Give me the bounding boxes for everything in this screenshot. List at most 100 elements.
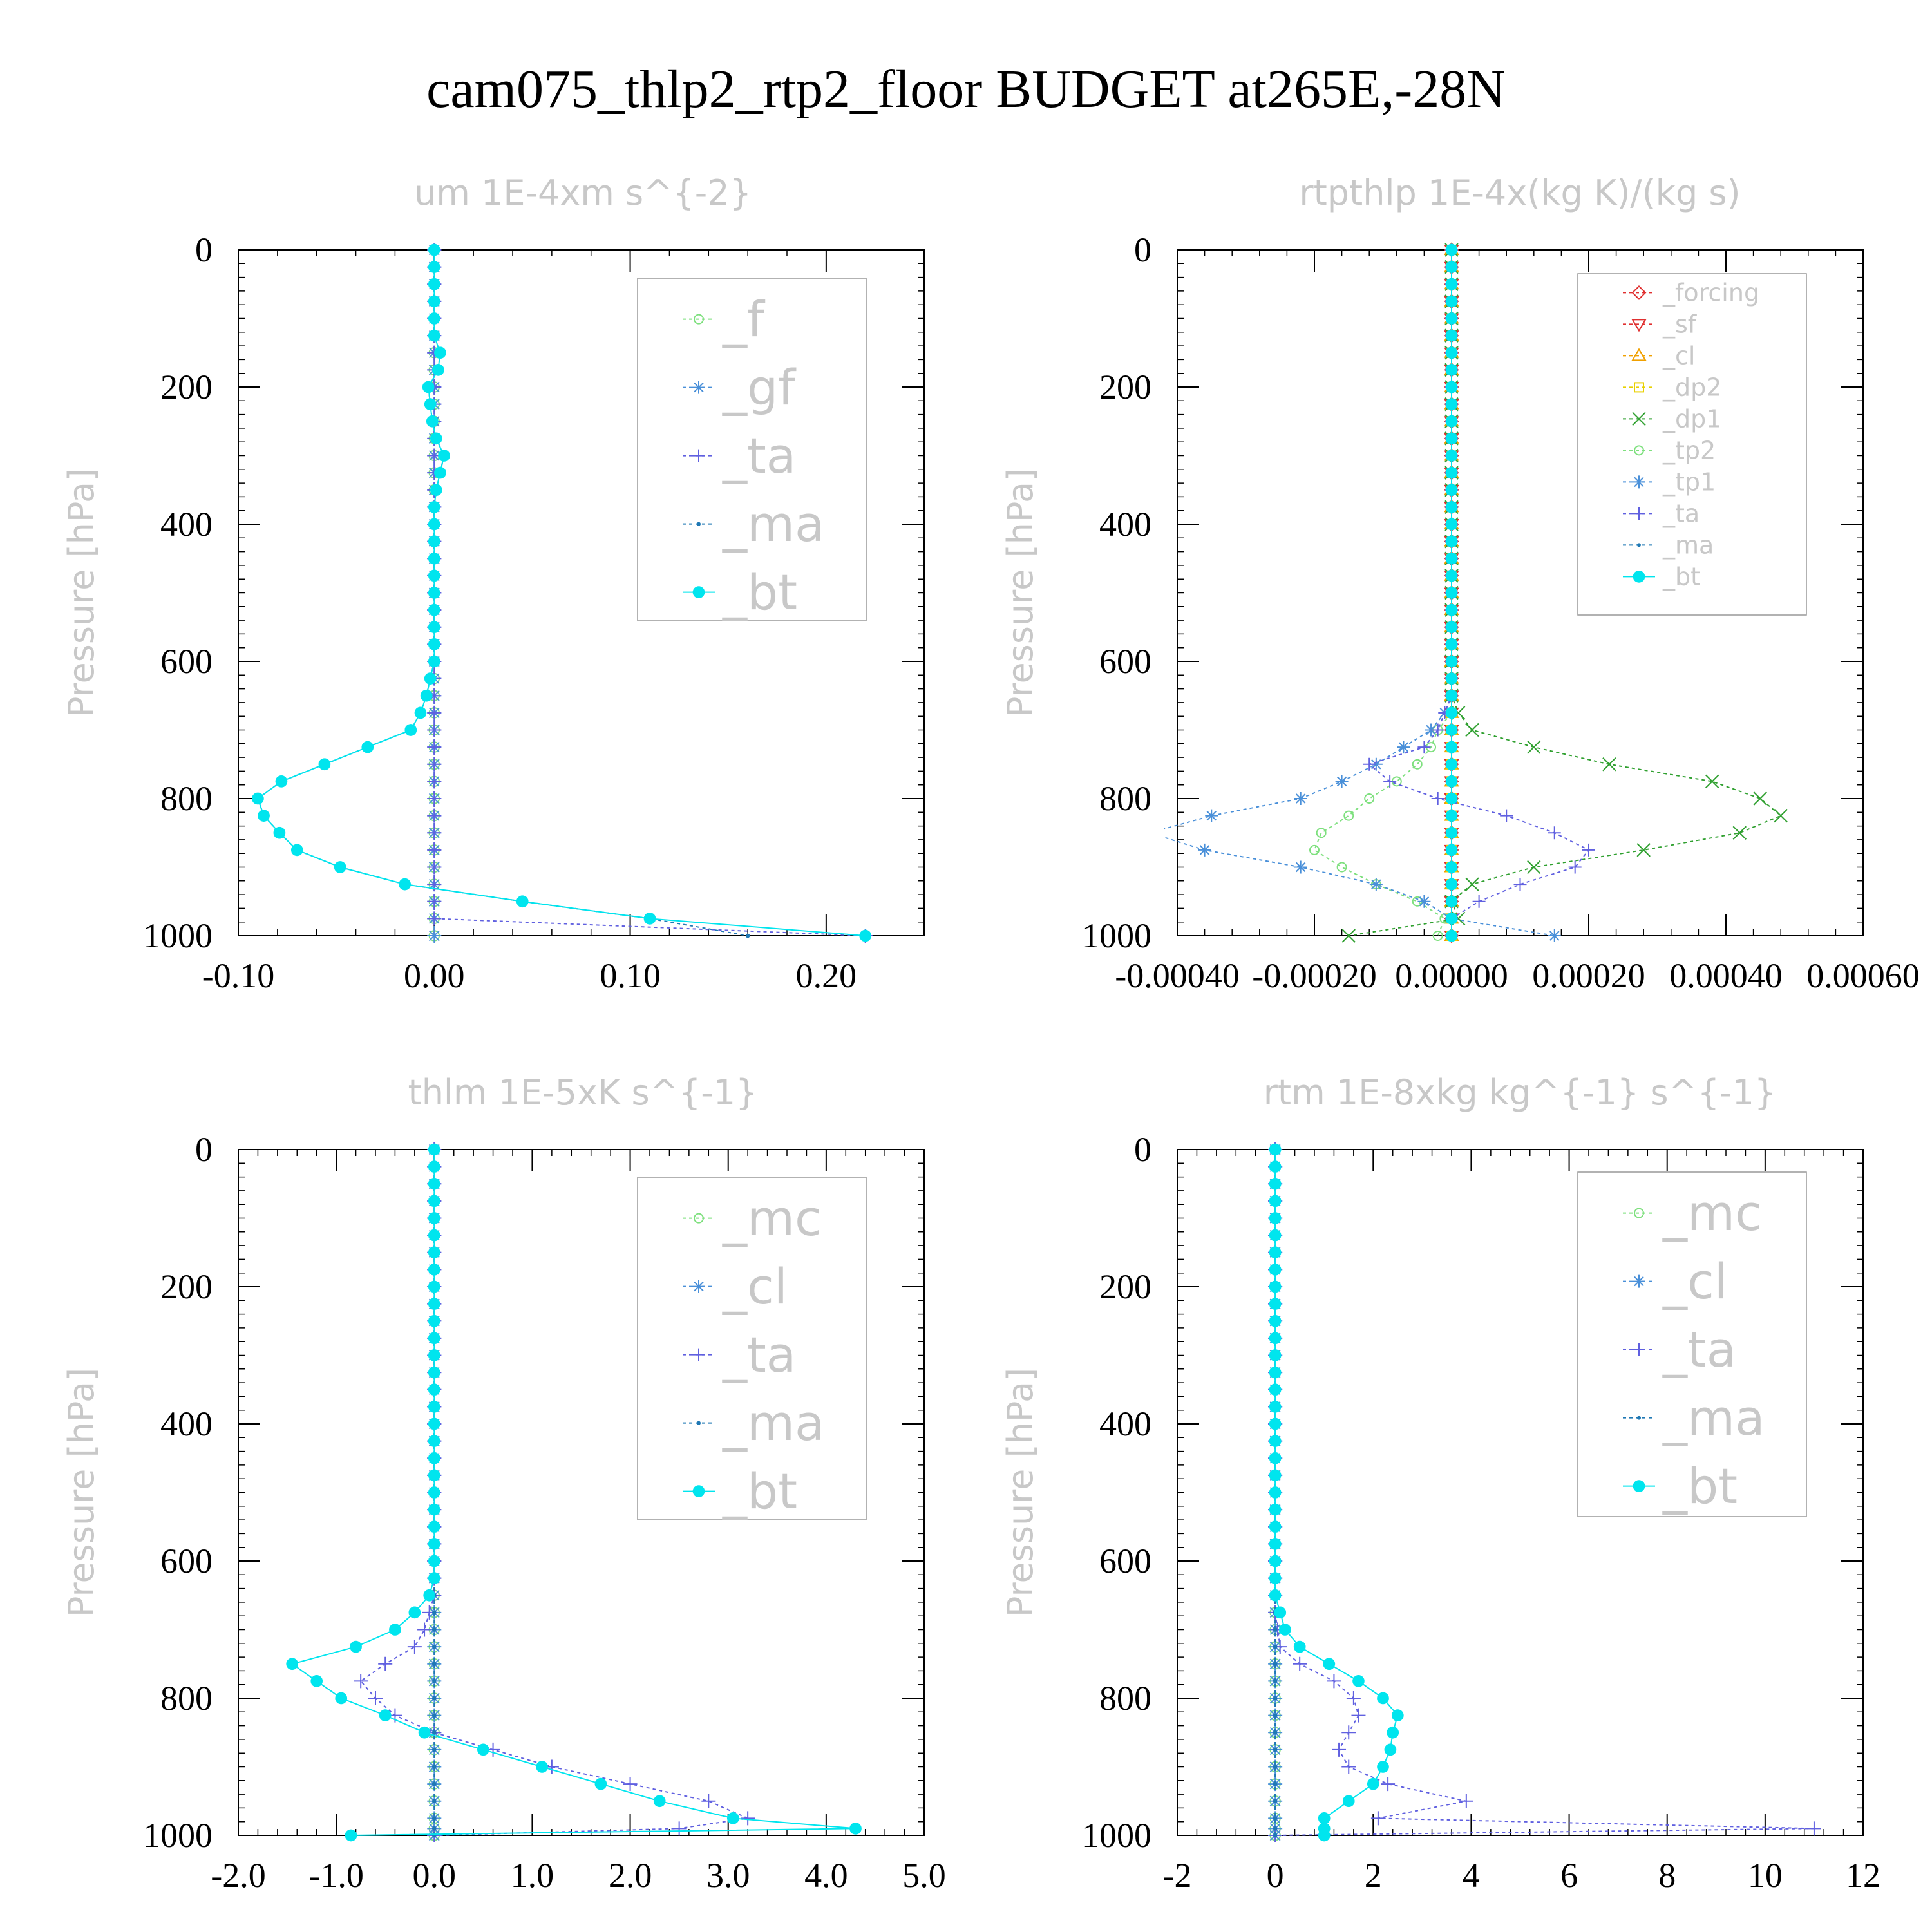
data-point-bt	[1269, 1538, 1282, 1550]
data-point-bt	[1269, 1589, 1282, 1602]
chart-panel-1: um 1E-4xm s^{-2} Pressure [hPa] 0 200 400 600…	[61, 173, 925, 995]
legend-marker	[1633, 1274, 1645, 1288]
y-tick-label: 0	[195, 1130, 213, 1169]
data-point-bt	[1342, 1795, 1355, 1808]
legend-label: _mc	[722, 1189, 822, 1247]
data-point-bt	[428, 1452, 440, 1464]
data-point-bt	[428, 501, 440, 513]
data-point-bt	[1318, 1812, 1331, 1824]
data-point-bt	[286, 1658, 299, 1671]
data-point-bt	[428, 1177, 440, 1190]
data-point-bt	[1269, 1555, 1282, 1567]
legend-label: _ta	[1662, 1321, 1736, 1378]
data-point-bt	[1274, 1606, 1287, 1619]
data-point-bt	[1445, 346, 1458, 359]
data-point-bt	[428, 295, 440, 308]
data-point-ta	[1431, 792, 1444, 805]
data-point-bt	[1279, 1624, 1291, 1636]
y-axis-label: Pressure [hPa]	[1000, 1368, 1041, 1617]
data-point-ta	[1363, 757, 1376, 771]
data-point-bt	[428, 552, 440, 565]
data-point-tp2	[1432, 931, 1443, 941]
y-tick-label: 800	[1099, 779, 1151, 818]
data-point-ma	[431, 1799, 437, 1804]
legend-label: _ta	[1662, 500, 1700, 528]
data-point-bt	[1445, 552, 1458, 565]
legend-marker	[1633, 1480, 1645, 1492]
data-point-ma	[431, 1765, 437, 1769]
data-point-bt	[428, 1349, 440, 1361]
data-point-bt	[423, 1589, 436, 1602]
data-point-bt	[1269, 1520, 1282, 1533]
data-point-bt	[379, 1709, 392, 1721]
x-tick-label: -0.10	[202, 956, 274, 995]
data-point-ta	[427, 826, 442, 840]
data-point-bt	[1384, 1743, 1397, 1756]
legend-label: _cl	[1662, 1253, 1728, 1310]
legend-marker	[1633, 507, 1645, 520]
panel-title: rtm 1E-8xkg kg^{-1} s^{-1}	[1264, 1072, 1777, 1113]
data-point-bt	[430, 484, 442, 497]
legend-box	[637, 278, 867, 621]
data-point-bt	[1445, 587, 1458, 599]
y-tick-label: 400	[1099, 505, 1151, 544]
data-point-bt	[1445, 484, 1458, 497]
y-tick-label: 600	[160, 642, 213, 681]
data-point-bt	[1377, 1761, 1389, 1773]
chart-panel-4: rtm 1E-8xkg kg^{-1} s^{-1} Pressure [hPa]…	[1000, 1072, 1880, 1895]
legend-marker	[692, 1280, 705, 1293]
data-point-ta	[407, 1640, 422, 1654]
data-point-bt	[536, 1761, 548, 1773]
data-point-ta	[1327, 1674, 1341, 1689]
data-point-ma	[431, 1610, 437, 1615]
legend-label: _tp1	[1662, 468, 1716, 497]
legend-label: _ta	[722, 1326, 796, 1383]
chart-panel-2: rtpthlp 1E-4x(kg K)/(kg s) Pressure [hPa]…	[1000, 173, 1920, 995]
x-tick-label: 2	[1365, 1856, 1382, 1895]
data-point-bt	[643, 913, 656, 925]
data-point-bt	[428, 1314, 440, 1327]
x-tick-label: 0.00	[404, 956, 465, 995]
data-point-bt	[428, 1298, 440, 1310]
data-point-ma	[431, 1627, 437, 1632]
data-point-bt	[428, 655, 440, 668]
data-point-bt	[1445, 415, 1458, 428]
data-point-tp1	[1369, 757, 1383, 771]
legend-label: _ma	[1662, 531, 1714, 560]
data-point-bt	[1269, 1486, 1282, 1499]
data-point-ta	[1341, 1725, 1356, 1740]
data-point-bt	[653, 1795, 666, 1808]
series-group	[1164, 242, 1788, 943]
legend: _f _gf _ta _ma _bt	[637, 278, 867, 621]
legend-label: _ma	[1662, 1389, 1765, 1446]
data-point-bt	[1445, 278, 1458, 290]
data-point-tp1	[1369, 878, 1383, 891]
data-point-tp1	[1294, 860, 1307, 874]
x-tick-label: 3.0	[706, 1856, 750, 1895]
data-point-bt	[428, 1538, 440, 1550]
data-point-ma	[745, 933, 750, 938]
data-point-bt	[350, 1640, 362, 1653]
legend-marker	[697, 1421, 701, 1425]
x-tick-label: 1.0	[511, 1856, 554, 1895]
data-point-bt	[1445, 364, 1458, 376]
legend-label: _dp1	[1662, 405, 1721, 433]
data-point-bt	[1269, 1469, 1282, 1482]
data-point-tp1	[1425, 723, 1438, 737]
y-tick-label: 400	[1099, 1405, 1151, 1443]
legend-box	[1577, 1171, 1807, 1517]
legend: _mc _cl _ta _ma _bt	[1577, 1171, 1807, 1517]
y-tick-label: 400	[160, 505, 213, 544]
legend-label: _gf	[722, 359, 797, 416]
data-point-ma	[431, 1713, 437, 1718]
data-point-gf	[427, 929, 442, 943]
data-point-bt	[1269, 1503, 1282, 1516]
data-point-bt	[516, 895, 529, 908]
data-point-bt	[1445, 844, 1458, 857]
data-point-bt	[1377, 1692, 1389, 1705]
data-point-ta	[1431, 723, 1444, 737]
data-point-bt	[1269, 1366, 1282, 1379]
legend-marker	[692, 586, 705, 598]
x-tick-label: -2.0	[211, 1856, 265, 1895]
legend: _forcing _sf _cl _dp2 _dp1 _tp2 _tp1 _ta _ma _bt	[1577, 273, 1807, 616]
